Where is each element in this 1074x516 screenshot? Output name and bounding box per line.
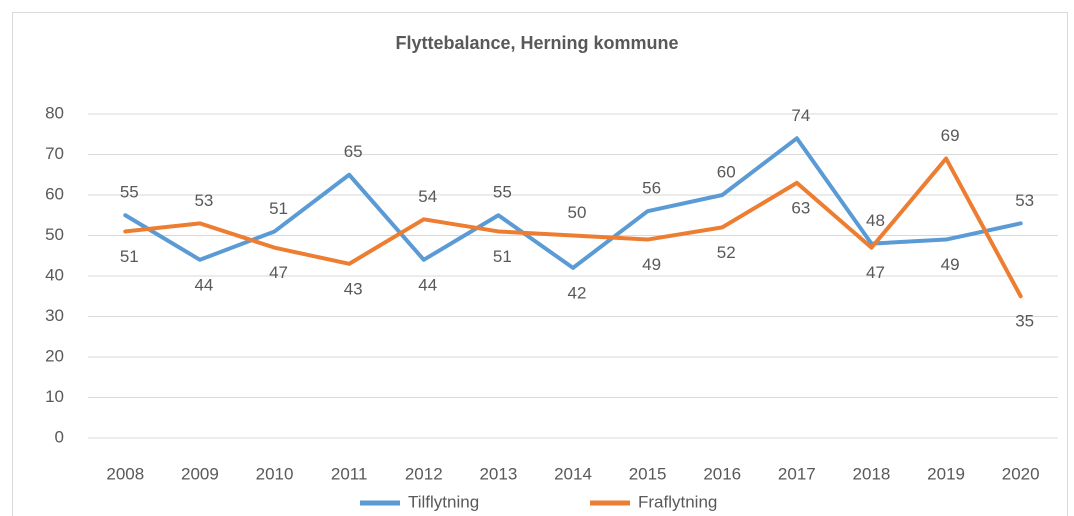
data-label: 74	[791, 106, 810, 125]
data-label: 52	[717, 243, 736, 262]
data-label: 63	[791, 198, 810, 217]
data-label: 65	[344, 142, 363, 161]
x-tick-label: 2011	[331, 464, 368, 483]
y-tick-label: 60	[45, 184, 64, 203]
y-tick-label: 10	[45, 387, 64, 406]
legend-label: Tilflytning	[408, 492, 479, 511]
x-tick-label: 2009	[181, 464, 219, 483]
x-tick-label: 2020	[1002, 464, 1040, 483]
x-tick-label: 2018	[853, 464, 891, 483]
data-label: 47	[269, 263, 288, 282]
data-label: 55	[120, 183, 139, 202]
data-label: 51	[493, 247, 512, 266]
legend-label: Fraflytning	[638, 492, 717, 511]
series-line	[123, 156, 1023, 299]
x-tick-label: 2010	[256, 464, 294, 483]
data-label: 56	[642, 179, 661, 198]
y-tick-label: 70	[45, 144, 64, 163]
x-tick-label: 2014	[554, 464, 592, 483]
data-label: 55	[493, 183, 512, 202]
data-label: 44	[418, 275, 437, 294]
chart-border	[12, 12, 1068, 516]
data-label: 51	[120, 247, 139, 266]
data-label: 53	[1015, 191, 1034, 210]
data-label: 49	[642, 255, 661, 274]
x-tick-label: 2016	[703, 464, 741, 483]
y-tick-label: 20	[45, 346, 64, 365]
y-tick-label: 40	[45, 265, 64, 284]
y-tick-label: 0	[55, 427, 64, 446]
x-tick-label: 2017	[778, 464, 816, 483]
y-tick-label: 80	[45, 103, 64, 122]
data-label: 50	[568, 203, 587, 222]
data-label: 48	[866, 211, 885, 230]
data-label: 43	[344, 279, 363, 298]
x-tick-label: 2019	[927, 464, 965, 483]
data-label: 35	[1015, 312, 1034, 331]
data-label: 54	[418, 187, 437, 206]
x-tick-label: 2012	[405, 464, 443, 483]
data-label: 51	[269, 199, 288, 218]
data-label: 44	[194, 275, 213, 294]
data-label: 49	[941, 255, 960, 274]
y-tick-label: 30	[45, 306, 64, 325]
chart-title: Flyttebalance, Herning kommune	[395, 33, 678, 53]
x-tick-label: 2008	[106, 464, 144, 483]
y-tick-label: 50	[45, 225, 64, 244]
x-tick-label: 2015	[629, 464, 667, 483]
data-label: 60	[717, 162, 736, 181]
series-line	[123, 136, 1023, 270]
data-label: 42	[568, 283, 587, 302]
data-label: 47	[866, 263, 885, 282]
data-label: 53	[194, 191, 213, 210]
data-label: 69	[941, 126, 960, 145]
x-tick-label: 2013	[479, 464, 517, 483]
